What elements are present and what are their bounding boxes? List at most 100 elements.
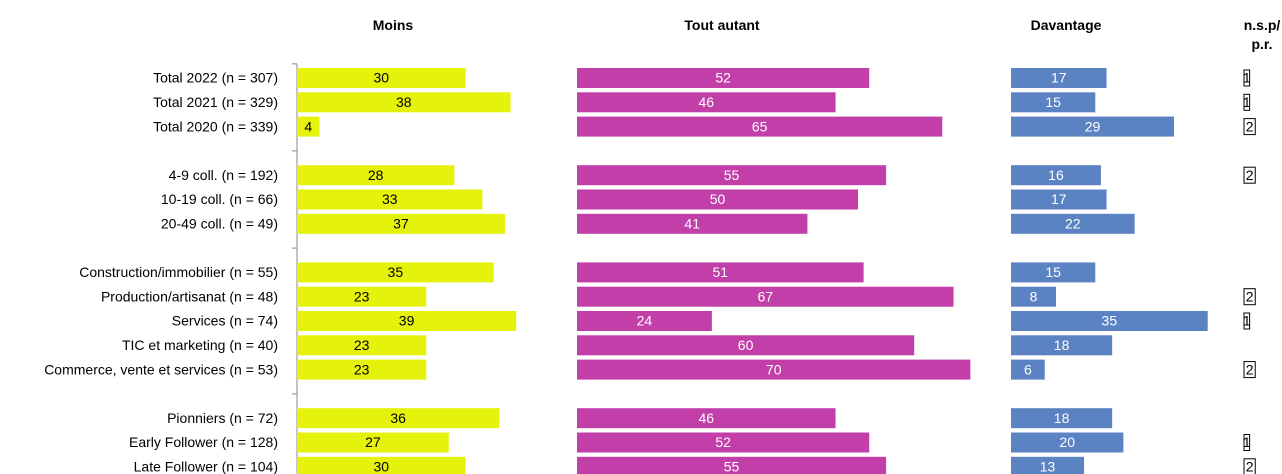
bar <box>1243 118 1256 136</box>
value-label: 16 <box>1048 167 1064 183</box>
value-label: 24 <box>637 313 653 329</box>
value-label: 1 <box>1243 434 1251 450</box>
value-label: 51 <box>713 264 729 280</box>
category-label: Late Follower (n = 104) <box>134 459 278 474</box>
bar <box>1243 434 1251 451</box>
bar <box>1243 93 1251 111</box>
bar <box>1011 286 1056 307</box>
bar <box>577 311 712 331</box>
value-label: 33 <box>382 191 398 207</box>
value-label: 39 <box>399 313 415 329</box>
bar <box>577 456 887 474</box>
value-label: 18 <box>1054 337 1070 353</box>
bar <box>577 213 808 234</box>
value-label: 38 <box>396 94 412 110</box>
value-label: 13 <box>1040 459 1056 474</box>
value-label: 35 <box>1102 313 1118 329</box>
value-label: 52 <box>715 434 731 450</box>
bar <box>297 286 427 307</box>
value-label: 2 <box>1246 288 1254 304</box>
bar <box>577 432 870 453</box>
value-label: 55 <box>724 167 740 183</box>
bar <box>297 335 427 356</box>
value-label: 17 <box>1051 191 1067 207</box>
bar <box>1011 311 1208 331</box>
value-label: 2 <box>1246 118 1254 134</box>
value-label: 18 <box>1054 410 1070 426</box>
panel-header: Tout autant <box>684 17 760 33</box>
value-label: 60 <box>738 337 754 353</box>
value-label: 30 <box>374 70 390 86</box>
bar <box>1011 432 1124 453</box>
value-label: 30 <box>374 459 390 474</box>
value-label: 8 <box>1030 288 1038 304</box>
panel-header: Davantage <box>1030 17 1102 33</box>
bar <box>297 311 517 331</box>
bar <box>577 165 887 186</box>
value-label: 46 <box>698 94 714 110</box>
panel-header: n.s.p/ p.r. <box>1243 17 1281 52</box>
category-label: Total 2022 (n = 307) <box>153 70 278 86</box>
bar <box>577 189 858 210</box>
bar <box>297 213 505 234</box>
bar <box>1011 359 1045 380</box>
bar <box>577 92 836 113</box>
bar <box>577 68 870 88</box>
value-label: 2 <box>1246 167 1254 183</box>
bar <box>297 432 449 453</box>
bar <box>1011 92 1096 113</box>
bar <box>1243 166 1256 184</box>
bar <box>1011 262 1096 283</box>
value-label: 28 <box>368 167 384 183</box>
category-label: TIC et marketing (n = 40) <box>122 337 278 353</box>
category-label: Pionniers (n = 72) <box>167 410 278 426</box>
bar <box>577 116 943 137</box>
value-label: 6 <box>1024 361 1032 377</box>
category-label: 4-9 coll. (n = 192) <box>169 167 278 183</box>
value-label: 23 <box>354 337 370 353</box>
value-label: 46 <box>698 410 714 426</box>
bar <box>1011 165 1101 186</box>
bar <box>577 335 915 356</box>
value-label: 1 <box>1243 94 1251 110</box>
bar <box>1243 312 1251 330</box>
bar <box>1011 335 1113 356</box>
value-label: 23 <box>354 361 370 377</box>
bar <box>297 116 320 137</box>
bar <box>297 262 494 283</box>
value-label: 50 <box>710 191 726 207</box>
value-label: 35 <box>388 264 404 280</box>
bar <box>297 189 483 210</box>
value-label: 1 <box>1243 70 1251 86</box>
bar <box>297 456 466 474</box>
value-label: 65 <box>752 118 768 134</box>
bar <box>577 262 864 283</box>
bar <box>1011 213 1135 234</box>
bar <box>1011 189 1107 210</box>
category-label: Early Follower (n = 128) <box>129 434 278 450</box>
category-label: 20-49 coll. (n = 49) <box>161 216 278 232</box>
panel-header: Moins <box>372 17 414 33</box>
value-label: 1 <box>1243 313 1251 329</box>
value-label: 2 <box>1246 361 1254 377</box>
value-label: 41 <box>684 216 700 232</box>
value-label: 37 <box>393 216 409 232</box>
value-label: 27 <box>365 434 381 450</box>
value-label: 36 <box>390 410 406 426</box>
bar <box>1011 68 1107 88</box>
bar <box>297 359 427 380</box>
bar <box>297 92 511 113</box>
bar <box>577 359 971 380</box>
bar <box>1243 361 1256 379</box>
category-label: Construction/immobilier (n = 55) <box>79 264 278 280</box>
value-label: 4 <box>304 118 312 134</box>
category-label: Services (n = 74) <box>172 313 278 329</box>
category-label: Total 2020 (n = 339) <box>153 118 278 134</box>
value-label: 15 <box>1045 94 1061 110</box>
value-label: 15 <box>1045 264 1061 280</box>
category-label: Total 2021 (n = 329) <box>153 94 278 110</box>
category-label: Production/artisanat (n = 48) <box>101 288 278 304</box>
bar <box>1243 288 1256 306</box>
